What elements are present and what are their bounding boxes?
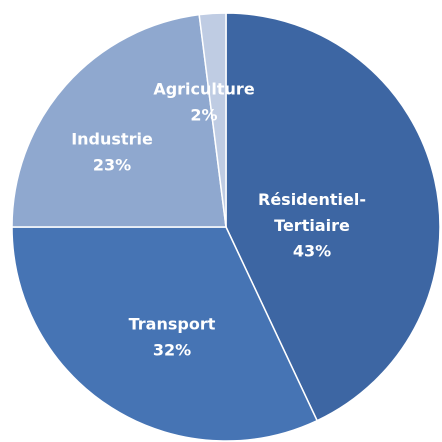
slice-value-label: 2% bbox=[190, 106, 217, 125]
slice-value-label: 23% bbox=[93, 156, 131, 175]
pie-slice bbox=[225, 12, 441, 422]
slice-value-label: 43% bbox=[293, 242, 331, 261]
pie-slice bbox=[11, 226, 319, 442]
slice-label: Industrie bbox=[71, 130, 153, 149]
slice-label: Agriculture bbox=[153, 80, 255, 99]
slice-value-label: 32% bbox=[153, 341, 191, 360]
pie-slice bbox=[198, 12, 227, 228]
slice-label: Transport bbox=[129, 315, 216, 334]
pie-slice bbox=[11, 13, 227, 228]
slice-label: Résidentiel-Tertiaire bbox=[258, 190, 366, 235]
